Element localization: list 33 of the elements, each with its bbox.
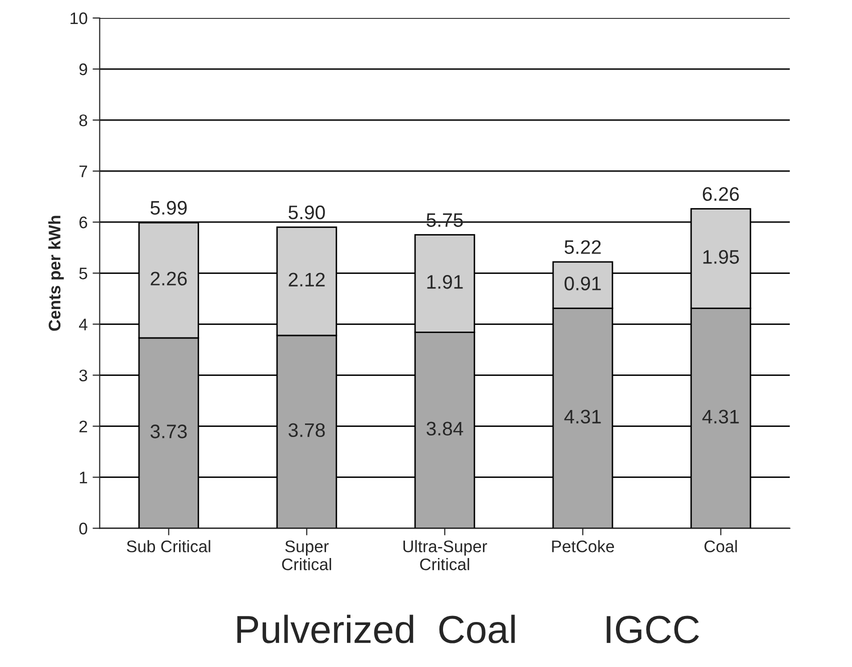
data-label: 1.95 (703, 250, 739, 264)
x-tick-label: Sub Critical (126, 540, 210, 552)
x-tick-label: Ultra-Super Critical (403, 540, 488, 570)
x-tick-label: Coal (704, 540, 737, 552)
y-tick-label: 5 (79, 268, 88, 280)
y-tick-label: 6 (79, 216, 88, 228)
data-label: 0.91 (564, 276, 601, 290)
y-tick-label: 7 (79, 166, 88, 178)
data-label: 3.84 (426, 422, 464, 436)
y-tick-label: 8 (79, 114, 88, 126)
data-label: 4.31 (564, 410, 601, 424)
text: Pulverized Coal (237, 614, 515, 644)
data-label: 2.12 (288, 272, 325, 286)
data-label: 4.31 (702, 410, 739, 424)
total-label: 5.22 (564, 240, 601, 254)
y-tick-label: 4 (78, 318, 88, 330)
y-tick-label: 9 (79, 63, 88, 76)
data-label: 1.91 (427, 275, 463, 289)
x-tick-label: PetCoke (552, 540, 614, 552)
total-label: 5.99 (150, 200, 187, 215)
y-tick-label: 10 (70, 12, 88, 24)
text: IGCC (606, 616, 699, 644)
y-axis-title: Cents per kWh (48, 216, 64, 331)
y-tick-label: 2 (79, 420, 88, 432)
data-label: 2.26 (150, 272, 187, 286)
y-tick-label: 0 (79, 522, 88, 534)
y-tick-label: 3 (79, 370, 88, 382)
data-label: 3.73 (150, 424, 187, 438)
total-label: 6.26 (702, 187, 739, 201)
x-tick-label: Super Critical (282, 540, 332, 570)
total-label: 5.90 (288, 206, 325, 220)
y-tick-label: 1 (80, 472, 88, 484)
data-label: 3.78 (288, 423, 325, 438)
